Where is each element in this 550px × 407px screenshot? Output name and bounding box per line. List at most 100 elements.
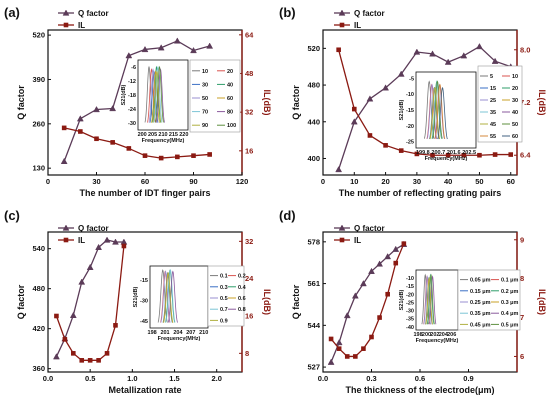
inset-curve-4 — [160, 270, 171, 323]
il-marker — [126, 146, 132, 151]
y-right-tick-label: 9 — [520, 235, 524, 244]
inset-x-tick-label: 205 — [148, 132, 157, 138]
inset-x-tick-label: 204 — [173, 330, 183, 336]
legend-label: IL — [78, 21, 85, 30]
legend-marker — [338, 224, 346, 231]
inset-curve-8 — [152, 70, 162, 123]
x-axis-title: The number of IDT finger pairs — [79, 188, 210, 198]
q-factor-marker — [60, 157, 68, 165]
y-left-tick-label: 520 — [307, 44, 320, 53]
inset-legend-label: 40 — [227, 82, 233, 88]
x-tick-label: 40 — [444, 177, 452, 186]
q-factor-marker — [78, 278, 86, 285]
inset-y-tick-label: -15 — [406, 108, 414, 114]
inset-curve-4 — [423, 275, 432, 325]
y-left-tick-label: 578 — [307, 237, 320, 246]
il-marker — [104, 351, 110, 356]
inset-frame — [149, 265, 209, 329]
x-tick-label: 60 — [141, 177, 149, 186]
inset-y-axis-title: S21(dB) — [399, 289, 405, 310]
legend-label: Q factor — [354, 224, 385, 233]
il-marker — [87, 358, 93, 363]
inset-legend-label: 0.3 μm — [501, 300, 519, 306]
inset-legend-label: 0.6 — [238, 296, 246, 302]
inset-legend-label: 30 — [202, 82, 208, 88]
il-marker — [445, 152, 451, 158]
inset-legend-label: 30 — [512, 98, 518, 104]
x-tick-label: 0.0 — [318, 374, 328, 383]
q-factor-marker — [335, 339, 343, 346]
x-tick-label: 60 — [507, 177, 515, 186]
il-marker — [61, 125, 67, 131]
inset-frame — [415, 71, 477, 149]
il-marker — [175, 154, 180, 160]
inset-legend-label: 0.35 μm — [470, 311, 491, 317]
q-factor-marker — [95, 243, 103, 250]
q-factor-marker — [53, 353, 60, 360]
y-left-tick-label: 260 — [32, 119, 45, 128]
inset-legend-frame — [189, 59, 241, 133]
inset-curve-0 — [157, 269, 168, 323]
inset-y-tick-label: -5 — [409, 76, 414, 82]
inset-legend-label: 25 — [490, 98, 496, 104]
y-right-tick-label: 8.0 — [520, 45, 530, 54]
inset-legend-label: 60 — [227, 96, 233, 102]
y-left-tick-label: 420 — [32, 324, 45, 333]
q-factor-marker — [376, 260, 384, 267]
inset-legend-label: 0.45 μm — [470, 322, 491, 328]
inset-legend-label: 0.05 μm — [470, 278, 491, 284]
q-factor-marker — [397, 70, 405, 77]
legend-label: Q factor — [354, 9, 385, 18]
panel-1: (b)0 10 20 30 40 50 604004404805206.47.28.0The… — [279, 5, 547, 198]
inset-x-axis-title: Frequency(MHz) — [158, 336, 201, 342]
il-marker — [54, 313, 59, 319]
inset-y-tick-label: -15 — [140, 278, 148, 284]
il-marker — [401, 241, 407, 246]
panel-0: (a) 0 30 60 90 120 130 260 390 520 16 32 48 64 The num… — [4, 5, 272, 198]
inset-legend-label: 0.4 μm — [501, 311, 519, 317]
inset-curve-7 — [428, 275, 437, 325]
q-factor-marker — [335, 165, 343, 173]
panel-letter: (d) — [279, 208, 296, 223]
inset-curve-9 — [427, 273, 435, 325]
q-factor-marker — [206, 42, 214, 49]
q-factor-marker — [103, 236, 111, 243]
inset-x-tick-label: 207 — [186, 330, 195, 336]
inset-y-tick-label: -10 — [406, 276, 414, 282]
y-left-axis-title: Q factor — [16, 85, 26, 120]
inset-y-tick-label: -18 — [128, 93, 136, 99]
q-factor-marker — [173, 37, 181, 44]
y-right-tick-label: 48 — [245, 69, 253, 78]
il-marker — [398, 148, 404, 153]
inset-y-axis-title: S21(dB) — [121, 84, 127, 105]
inset-y-tick-label: -20 — [406, 292, 414, 298]
x-tick-label: 20 — [381, 177, 389, 186]
panel-3: (d) 0.0 0.3 0.6 0.9 527 544 561 578 6 7 8 9 The thick… — [279, 208, 547, 395]
q-factor-marker — [112, 238, 119, 245]
inset-legend-label: 0.5 μm — [501, 322, 519, 328]
series-line-0 — [63, 40, 210, 162]
y-left-tick-label: 440 — [307, 117, 320, 126]
y-left-tick-label: 360 — [32, 364, 45, 373]
x-tick-label: 1.0 — [127, 374, 137, 383]
x-tick-label: 0.5 — [85, 374, 95, 383]
inset-x-tick-label: 220 — [179, 132, 188, 138]
inset-curve-7 — [156, 68, 165, 123]
inset-x-tick-label: 210 — [199, 330, 208, 336]
x-tick-label: 30 — [92, 177, 100, 186]
q-factor-marker — [382, 84, 390, 91]
y-right-tick-label: 32 — [245, 108, 253, 117]
inset-legend-label: 10 — [202, 69, 208, 75]
inset-x-tick-label: 201 — [160, 330, 169, 336]
series-line-1 — [64, 127, 210, 159]
inset-x-tick-label: 204 — [439, 332, 449, 338]
series-line-1 — [55, 245, 125, 361]
inset-legend-label: 20 — [512, 86, 518, 92]
il-marker — [393, 260, 399, 266]
x-tick-label: 2.0 — [211, 374, 221, 383]
y-right-tick-label: 7 — [520, 313, 524, 322]
x-tick-label: 1.5 — [169, 374, 179, 383]
q-factor-marker — [476, 43, 483, 50]
il-marker — [121, 243, 127, 249]
